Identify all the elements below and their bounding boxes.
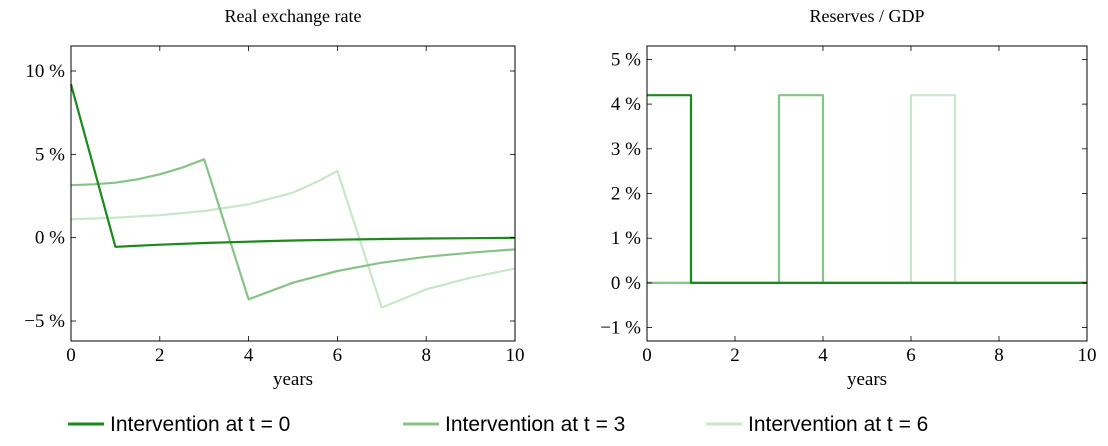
series-line-intervention-at-t-3 [647, 94, 1087, 284]
y-tick-label: −5 % [24, 311, 65, 332]
x-tick-label: 8 [421, 345, 431, 366]
plot-frame [646, 45, 1088, 342]
legend: Intervention at t = 0 Intervention at t =… [68, 413, 928, 436]
chart-panel-0: Real exchange rate 0 2 4 6 8 10 −5 % 0 % 5 % 10 % y… [24, 6, 524, 390]
x-tick-label: 6 [333, 345, 343, 366]
y-tick-label: 2 % [611, 184, 641, 205]
y-tick-label: 0 % [611, 273, 641, 294]
legend-item: Intervention at t = 0 [68, 413, 290, 436]
series-line-intervention-at-t-6 [647, 94, 1087, 284]
x-axis-label: years [847, 369, 887, 390]
y-tick-label: 3 % [611, 139, 641, 160]
x-tick-label: 2 [155, 345, 165, 366]
x-tick-label: 0 [642, 345, 652, 366]
y-tick-label: 4 % [611, 94, 641, 115]
x-axis-label: years [273, 369, 313, 390]
plot-frame [70, 45, 516, 342]
series-line-intervention-at-t-0 [647, 94, 1087, 284]
y-tick-label: 5 % [35, 144, 65, 165]
legend-label: Intervention at t = 3 [445, 413, 625, 436]
y-tick-label: −1 % [600, 318, 641, 339]
legend-label: Intervention at t = 0 [110, 413, 290, 436]
x-tick-label: 8 [994, 345, 1004, 366]
series-line-intervention-at-t-3 [70, 158, 516, 301]
legend-item: Intervention at t = 6 [706, 413, 928, 436]
x-tick-label: 2 [730, 345, 740, 366]
chart-title: Real exchange rate [225, 6, 362, 26]
x-tick-label: 10 [506, 345, 525, 366]
chart-title: Reserves / GDP [810, 6, 925, 26]
x-tick-label: 6 [906, 345, 916, 366]
x-tick-label: 4 [818, 345, 828, 366]
y-tick-label: 10 % [25, 61, 65, 82]
series-line-intervention-at-t-6 [70, 169, 516, 309]
y-tick-label: 1 % [611, 228, 641, 249]
legend-item: Intervention at t = 3 [403, 413, 625, 436]
series-line-intervention-at-t-0 [69, 84, 516, 248]
chart-panel-1: Reserves / GDP 0 2 4 6 8 10 −1 % 0 % 1 % 2 % 3 % 4 %… [600, 6, 1096, 390]
y-tick-label: 0 % [35, 228, 65, 249]
x-tick-label: 0 [66, 345, 76, 366]
y-tick-label: 5 % [611, 49, 641, 70]
legend-label: Intervention at t = 6 [748, 413, 928, 436]
x-tick-label: 4 [244, 345, 254, 366]
x-tick-label: 10 [1078, 345, 1097, 366]
chart-panels: Real exchange rate 0 2 4 6 8 10 −5 % 0 % 5 % 10 % y… [24, 6, 1096, 390]
